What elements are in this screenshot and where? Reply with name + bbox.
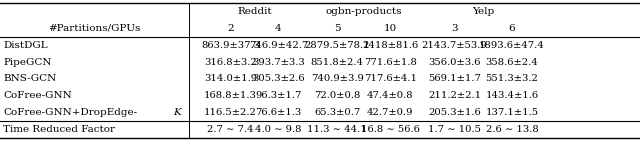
- Text: 1893.6±47.4: 1893.6±47.4: [479, 41, 545, 50]
- Text: 393.7±3.3: 393.7±3.3: [252, 58, 305, 67]
- Text: 65.3±0.7: 65.3±0.7: [314, 108, 360, 117]
- Text: 1.7 ∼ 10.5: 1.7 ∼ 10.5: [428, 125, 481, 134]
- Text: 314.0±1.9: 314.0±1.9: [204, 74, 257, 83]
- Text: 116.5±2.2: 116.5±2.2: [204, 108, 257, 117]
- Text: 72.0±0.8: 72.0±0.8: [314, 91, 360, 100]
- Text: PipeGCN: PipeGCN: [3, 58, 52, 67]
- Text: 2.6 ∼ 13.8: 2.6 ∼ 13.8: [486, 125, 538, 134]
- Text: 356.0±3.6: 356.0±3.6: [428, 58, 481, 67]
- Text: Yelp: Yelp: [472, 7, 494, 16]
- Text: DistDGL: DistDGL: [3, 41, 48, 50]
- Text: 4: 4: [275, 24, 282, 33]
- Text: CoFree-GNN+DropEdge-: CoFree-GNN+DropEdge-: [3, 108, 138, 117]
- Text: 2: 2: [227, 24, 234, 33]
- Text: 851.8±2.4: 851.8±2.4: [311, 58, 364, 67]
- Text: 358.6±2.4: 358.6±2.4: [486, 58, 538, 67]
- Text: ogbn-products: ogbn-products: [326, 7, 402, 16]
- Text: 740.9±3.9: 740.9±3.9: [311, 74, 364, 83]
- Text: 5: 5: [334, 24, 340, 33]
- Text: 771.6±1.8: 771.6±1.8: [364, 58, 417, 67]
- Text: 717.6±4.1: 717.6±4.1: [364, 74, 417, 83]
- Text: 2418±81.6: 2418±81.6: [362, 41, 419, 50]
- Text: Reddit: Reddit: [237, 7, 272, 16]
- Text: K: K: [173, 108, 180, 117]
- Text: 10: 10: [384, 24, 397, 33]
- Text: 168.8±1.3: 168.8±1.3: [204, 91, 257, 100]
- Text: 205.3±1.6: 205.3±1.6: [428, 108, 481, 117]
- Text: 11.3 ∼ 44.1: 11.3 ∼ 44.1: [307, 125, 367, 134]
- Text: 746.9±42.7: 746.9±42.7: [249, 41, 308, 50]
- Text: 2143.7±53.9: 2143.7±53.9: [422, 41, 487, 50]
- Text: 47.4±0.8: 47.4±0.8: [367, 91, 413, 100]
- Text: 3: 3: [451, 24, 458, 33]
- Text: 16.8 ∼ 56.6: 16.8 ∼ 56.6: [361, 125, 420, 134]
- Text: 211.2±2.1: 211.2±2.1: [428, 91, 481, 100]
- Text: 305.3±2.6: 305.3±2.6: [252, 74, 305, 83]
- Text: 6: 6: [509, 24, 515, 33]
- Text: 76.6±1.3: 76.6±1.3: [255, 108, 301, 117]
- Text: 4.0 ∼ 9.8: 4.0 ∼ 9.8: [255, 125, 301, 134]
- Text: BNS-GCN: BNS-GCN: [3, 74, 56, 83]
- Text: 316.8±3.2: 316.8±3.2: [204, 58, 257, 67]
- Text: 551.3±3.2: 551.3±3.2: [486, 74, 538, 83]
- Text: 2879.5±78.1: 2879.5±78.1: [305, 41, 370, 50]
- Text: 96.3±1.7: 96.3±1.7: [255, 91, 301, 100]
- Text: CoFree-GNN: CoFree-GNN: [3, 91, 72, 100]
- Text: 2.7 ∼ 7.4: 2.7 ∼ 7.4: [207, 125, 253, 134]
- Text: 863.9±37.3: 863.9±37.3: [201, 41, 260, 50]
- Text: #Partitions/GPUs: #Partitions/GPUs: [49, 24, 141, 33]
- Text: 569.1±1.7: 569.1±1.7: [428, 74, 481, 83]
- Text: 42.7±0.9: 42.7±0.9: [367, 108, 413, 117]
- Text: 143.4±1.6: 143.4±1.6: [485, 91, 539, 100]
- Text: 137.1±1.5: 137.1±1.5: [485, 108, 539, 117]
- Text: Time Reduced Factor: Time Reduced Factor: [3, 125, 115, 134]
